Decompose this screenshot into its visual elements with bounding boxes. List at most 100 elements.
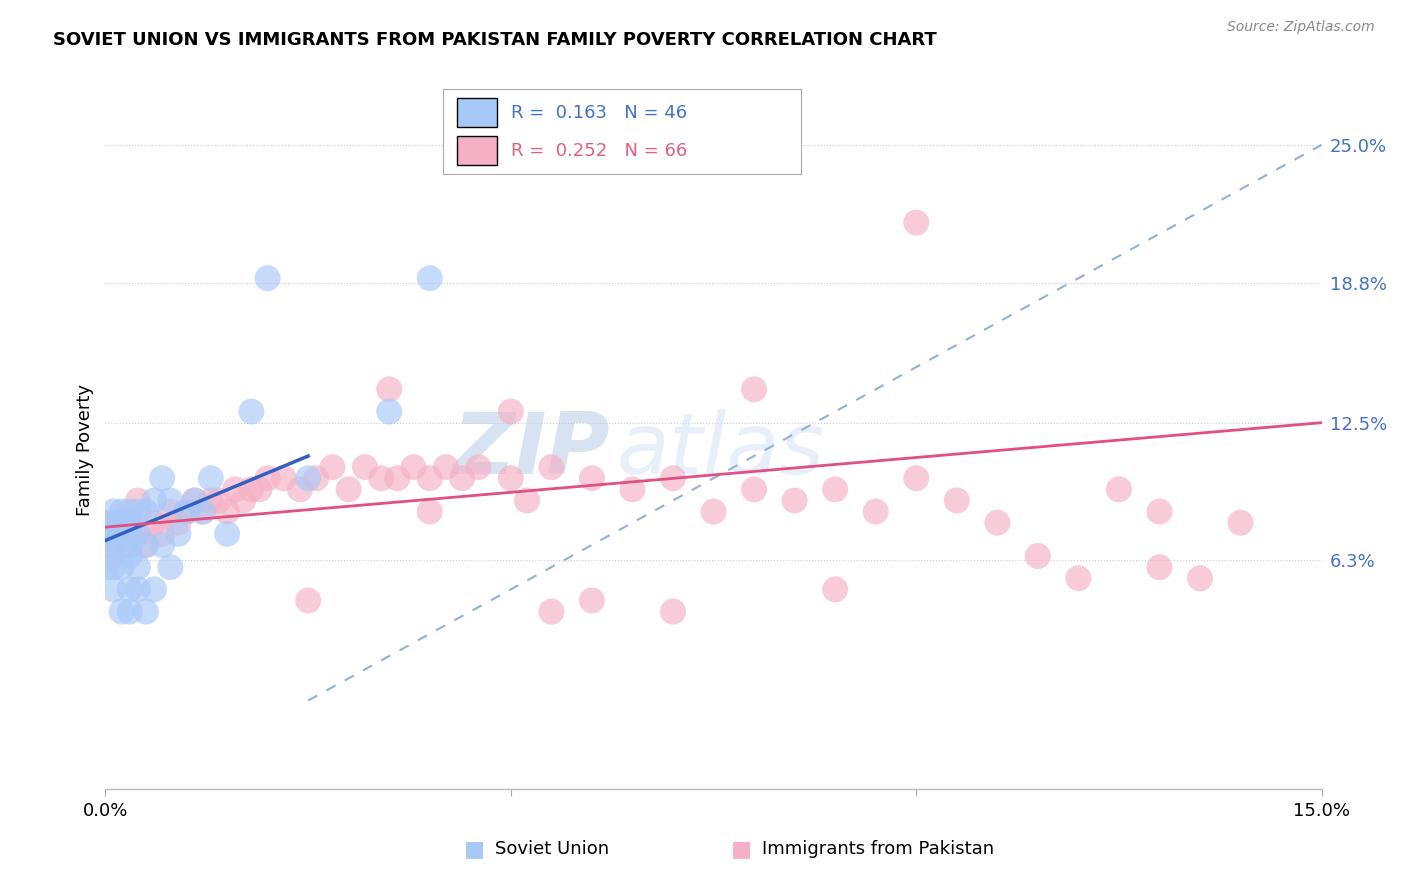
Text: R =  0.163   N = 46: R = 0.163 N = 46 xyxy=(510,103,688,121)
Y-axis label: Family Poverty: Family Poverty xyxy=(76,384,94,516)
Point xyxy=(419,271,441,285)
Point xyxy=(1149,505,1171,519)
Point xyxy=(321,460,343,475)
Point xyxy=(378,404,401,418)
Point xyxy=(224,483,246,497)
Point xyxy=(986,516,1008,530)
Point xyxy=(419,471,441,485)
Point xyxy=(1026,549,1049,563)
Point xyxy=(742,483,765,497)
Text: Soviet Union: Soviet Union xyxy=(495,840,609,858)
Point xyxy=(94,538,117,552)
Point xyxy=(288,483,311,497)
Point xyxy=(159,505,181,519)
Point xyxy=(200,493,222,508)
Text: Immigrants from Pakistan: Immigrants from Pakistan xyxy=(762,840,994,858)
Point xyxy=(378,382,401,396)
Point xyxy=(217,505,239,519)
Point xyxy=(662,471,685,485)
Point xyxy=(127,582,149,597)
Point xyxy=(118,538,141,552)
Point xyxy=(824,582,846,597)
Point xyxy=(516,493,538,508)
Point xyxy=(94,516,117,530)
Point xyxy=(540,460,562,475)
Point xyxy=(191,505,214,519)
Point xyxy=(159,493,181,508)
Point xyxy=(402,460,425,475)
Point xyxy=(354,460,377,475)
Point xyxy=(702,505,725,519)
Point xyxy=(94,560,117,574)
Point xyxy=(200,471,222,485)
Point xyxy=(581,593,603,607)
Point xyxy=(127,560,149,574)
Point xyxy=(143,582,166,597)
Text: atlas: atlas xyxy=(616,409,824,492)
Point xyxy=(905,216,928,230)
Point xyxy=(249,483,271,497)
Point xyxy=(499,471,522,485)
Point xyxy=(150,471,173,485)
Point xyxy=(297,471,319,485)
Point xyxy=(419,505,441,519)
Point xyxy=(297,593,319,607)
Point xyxy=(370,471,392,485)
FancyBboxPatch shape xyxy=(457,98,496,128)
Point xyxy=(256,471,278,485)
Point xyxy=(118,516,141,530)
Point xyxy=(434,460,457,475)
Point xyxy=(103,560,125,574)
Point xyxy=(111,505,134,519)
Point xyxy=(305,471,328,485)
Point xyxy=(127,526,149,541)
Point xyxy=(191,505,214,519)
Text: ■: ■ xyxy=(731,839,752,859)
Point xyxy=(167,526,190,541)
Point xyxy=(167,516,190,530)
Point xyxy=(103,538,125,552)
Point xyxy=(240,404,263,418)
Point xyxy=(662,605,685,619)
Point xyxy=(135,505,157,519)
Point xyxy=(581,471,603,485)
Point xyxy=(103,505,125,519)
Point xyxy=(183,493,205,508)
Point xyxy=(217,526,239,541)
Point xyxy=(118,549,141,563)
Point xyxy=(240,483,263,497)
Point xyxy=(118,582,141,597)
Point xyxy=(176,505,198,519)
Point xyxy=(111,560,134,574)
Point xyxy=(742,382,765,396)
Point xyxy=(127,493,149,508)
Text: ■: ■ xyxy=(464,839,485,859)
Point xyxy=(945,493,967,508)
Text: ZIP: ZIP xyxy=(453,409,610,492)
Point xyxy=(1108,483,1130,497)
Point xyxy=(232,493,254,508)
Point xyxy=(127,505,149,519)
Point xyxy=(256,271,278,285)
Point xyxy=(135,538,157,552)
Point xyxy=(111,538,134,552)
Point xyxy=(103,516,125,530)
Point xyxy=(865,505,887,519)
Text: Source: ZipAtlas.com: Source: ZipAtlas.com xyxy=(1227,20,1375,34)
FancyBboxPatch shape xyxy=(457,136,496,165)
Point xyxy=(208,493,231,508)
Point xyxy=(467,460,489,475)
Point xyxy=(111,516,134,530)
Point xyxy=(540,605,562,619)
Point xyxy=(111,516,134,530)
Point xyxy=(150,526,173,541)
Point xyxy=(273,471,295,485)
Point xyxy=(621,483,644,497)
Point xyxy=(499,404,522,418)
Point xyxy=(143,516,166,530)
Text: SOVIET UNION VS IMMIGRANTS FROM PAKISTAN FAMILY POVERTY CORRELATION CHART: SOVIET UNION VS IMMIGRANTS FROM PAKISTAN… xyxy=(53,31,938,49)
Point xyxy=(118,605,141,619)
Point xyxy=(118,526,141,541)
Point xyxy=(824,483,846,497)
Point xyxy=(183,493,205,508)
